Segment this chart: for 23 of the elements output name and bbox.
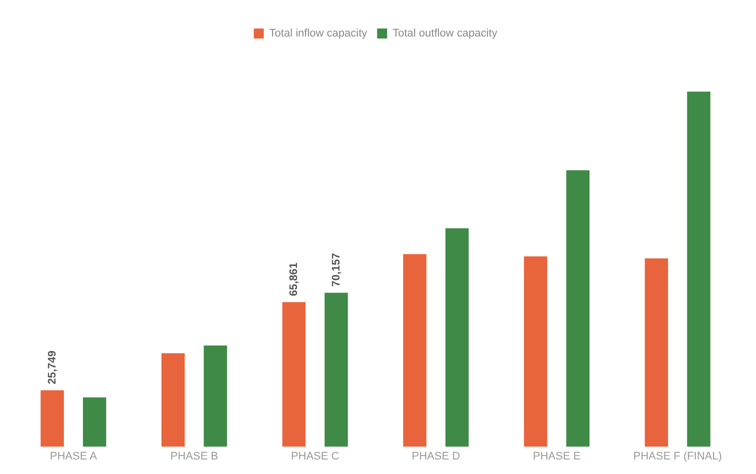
bar (524, 256, 548, 447)
legend-label: Total outflow capacity (392, 28, 498, 40)
x-tick-label: PHASE D (412, 450, 460, 462)
bar (161, 353, 185, 447)
bar (324, 292, 348, 447)
data-label: 65,861 (288, 262, 300, 296)
bar (82, 397, 106, 447)
x-tick-label: PHASE F (FINAL) (633, 450, 722, 462)
data-label: 25,749 (46, 350, 58, 384)
x-tick-label: PHASE C (290, 450, 340, 462)
bar (445, 228, 469, 447)
bar (403, 254, 426, 447)
x-tick-label: PHASE B (170, 450, 218, 462)
bar (282, 302, 306, 447)
bar (566, 170, 590, 447)
x-tick-label: PHASE E (532, 450, 581, 462)
data-label: 70,157 (330, 253, 342, 287)
bar (204, 346, 228, 447)
legend-label: Total inflow capacity (269, 28, 368, 40)
bar (644, 258, 668, 447)
x-tick-label: PHASE A (50, 450, 98, 462)
bar (687, 92, 710, 447)
bar (40, 390, 64, 447)
